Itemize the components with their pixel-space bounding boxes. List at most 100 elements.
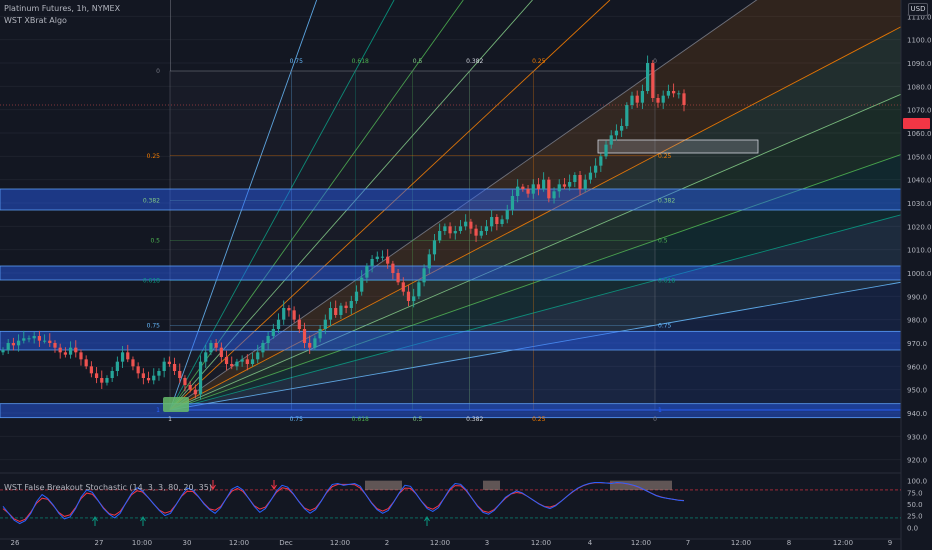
- candle-body: [469, 221, 473, 229]
- candle-body: [412, 296, 416, 301]
- time-tick-label: 27: [95, 539, 104, 547]
- fan-bottom-label: 0.618: [352, 416, 369, 423]
- candle-body: [110, 371, 114, 378]
- candle-body: [427, 254, 431, 269]
- candle-body: [547, 179, 551, 199]
- candle-body: [656, 98, 660, 103]
- fib-labels-layer: 0.75 0.618 0.5 0.382 0.25 0 0 0.25 0.382 0.5 0.618…: [143, 58, 676, 423]
- candle-body: [230, 364, 234, 367]
- candle-body: [417, 282, 421, 297]
- time-tick-label: 12:00: [229, 539, 249, 547]
- candle-body: [620, 126, 624, 131]
- candle-body: [521, 186, 525, 189]
- candle-body: [614, 130, 619, 136]
- time-tick-label: 3: [485, 539, 489, 547]
- time-tick-label: 12:00: [631, 539, 651, 547]
- candle-body: [27, 338, 31, 340]
- price-tick-label: 970.0: [907, 340, 927, 348]
- price-tick-label: 990.0: [907, 293, 927, 301]
- fan-top-label: 0.5: [413, 58, 423, 65]
- candle-body: [552, 191, 556, 199]
- fan-top-label: 0.618: [352, 58, 369, 65]
- candle-body: [588, 172, 593, 180]
- fan-top-label: 0.382: [466, 58, 483, 65]
- candle-body: [11, 343, 16, 346]
- osc-tick-label: 100.0: [907, 478, 927, 486]
- candle-body: [183, 378, 187, 385]
- fan-top-label: 0.25: [532, 58, 546, 65]
- price-tick-label: 1110.0: [907, 13, 932, 21]
- fan-top-label: 0.75: [290, 58, 304, 65]
- candle-body: [578, 175, 582, 189]
- candle-body: [386, 256, 390, 264]
- fan-top-label: 0: [653, 58, 657, 65]
- candle-body: [573, 175, 577, 182]
- fan-bottom-label: 0: [653, 416, 657, 423]
- candle-body: [193, 389, 197, 395]
- candle-body: [209, 343, 213, 353]
- candle-body: [37, 336, 42, 341]
- candle-body: [120, 352, 125, 362]
- price-tick-label: 1080.0: [907, 83, 932, 91]
- candle-body: [115, 361, 119, 371]
- candle-body: [131, 359, 135, 367]
- candle-body: [401, 282, 405, 292]
- candle-body: [68, 347, 73, 355]
- candle-body: [271, 329, 275, 336]
- candle-body: [297, 319, 301, 329]
- fan-bottom-label: 0.25: [532, 416, 546, 423]
- candle-body: [495, 217, 499, 224]
- fan-right-label: 0.618: [658, 278, 675, 285]
- fan-ray: [169, 0, 318, 411]
- time-tick-label: 26: [11, 539, 20, 547]
- fan-left-label: 0.618: [143, 278, 160, 285]
- candle-body: [526, 189, 530, 194]
- candle-body: [126, 352, 130, 360]
- candle-body: [490, 217, 494, 227]
- candle-body: [266, 336, 270, 343]
- price-tick-label: 1070.0: [907, 107, 932, 115]
- candle-body: [505, 210, 509, 220]
- candle-body: [323, 319, 327, 329]
- candle-body: [484, 226, 489, 231]
- osc-tick-label: 75.0: [907, 489, 923, 497]
- price-tick-label: 980.0: [907, 317, 927, 325]
- candle-body: [308, 343, 312, 348]
- symbol-title[interactable]: Platinum Futures, 1h, NYMEX: [4, 4, 121, 13]
- oscillator-title[interactable]: WST False Breakout Stochastic (14, 3, 3,…: [4, 483, 212, 492]
- price-tick-label: 950.0: [907, 387, 927, 395]
- candle-body: [89, 366, 93, 374]
- price-tick-label: 1060.0: [907, 130, 932, 138]
- candle-body: [464, 221, 468, 227]
- time-tick-label: Dec: [279, 539, 293, 547]
- candle-body: [651, 63, 655, 98]
- candle-body: [198, 361, 203, 395]
- fan-ray: [169, 26, 901, 411]
- time-tick-label: 12:00: [731, 539, 751, 547]
- currency-badge[interactable]: USD: [908, 3, 928, 16]
- time-tick-label: 12:00: [531, 539, 551, 547]
- fan-left-label: 0.25: [147, 153, 161, 160]
- candles-layer: [0, 55, 901, 412]
- candle-body: [334, 308, 338, 315]
- candle-body: [365, 266, 369, 278]
- candle-body: [666, 91, 671, 96]
- indicator-title[interactable]: WST XBrat Algo: [4, 16, 67, 25]
- candle-body: [630, 95, 634, 105]
- candle-body: [448, 226, 452, 234]
- candle-body: [63, 352, 67, 355]
- last-price-label: [903, 118, 930, 129]
- fan-left-label: 1: [156, 407, 160, 414]
- osc-tick-label: 25.0: [907, 513, 923, 521]
- candle-body: [240, 359, 244, 362]
- candle-body: [500, 219, 504, 224]
- candle-body: [458, 226, 463, 231]
- candle-body: [79, 352, 83, 360]
- time-tick-label: 8: [787, 539, 791, 547]
- candle-body: [136, 366, 140, 374]
- candle-body: [635, 95, 639, 103]
- candle-body: [609, 135, 613, 145]
- candle-body: [453, 231, 457, 234]
